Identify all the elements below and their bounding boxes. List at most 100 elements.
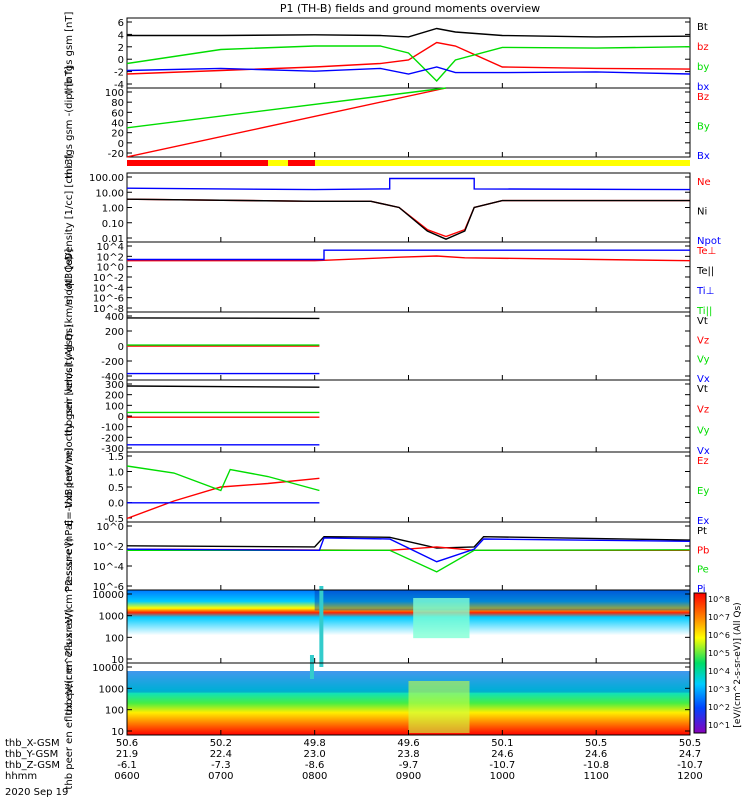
y-tick-label: 100 (105, 88, 124, 99)
y-tick-label: 1.5 (108, 452, 124, 463)
legend-Ti||: Ti|| (696, 306, 712, 317)
colorbar-gradient (693, 592, 707, 734)
heatmap-body (127, 590, 690, 636)
legend-Ti⊥: Ti⊥ (696, 286, 714, 297)
y-tick-label: 10^0 (97, 522, 124, 533)
legend-Vx: Vx (697, 446, 710, 457)
orbit-value: 0900 (396, 771, 421, 782)
y-tick-label: 6 (118, 18, 124, 29)
orbit-value: 49.8 (304, 738, 326, 749)
heatmap-gap (413, 598, 470, 639)
legend-by: by (697, 62, 709, 73)
orbit-value: 50.5 (679, 738, 701, 749)
y-axis-label: E=-VxB [mV/m] (64, 448, 75, 526)
heatmap-gap (408, 681, 470, 733)
y-tick-label: 80 (111, 98, 124, 109)
legend-Vt: Vt (697, 384, 708, 395)
y-axis-label: thb peir en eflux eV/(cm^2-s-sr-eV) (64, 538, 75, 716)
y-tick-label: 10^-2 (93, 542, 124, 553)
orbit-value: 23.0 (304, 749, 326, 760)
y-tick-label: 0 (118, 412, 124, 423)
y-tick-label: -20 (108, 149, 124, 160)
series-Te⊥ (127, 255, 691, 262)
orbit-value: 24.7 (679, 749, 701, 760)
y-tick-label: 60 (111, 108, 124, 119)
y-axis-label: thb fgs gsm -(dip) [nT] (64, 66, 75, 179)
series-Npot (126, 177, 691, 191)
legend-Pt: Pt (697, 526, 707, 537)
status-bar (127, 160, 690, 166)
legend-Vy: Vy (697, 425, 710, 436)
y-tick-label: 1000 (99, 612, 124, 623)
y-tick-label: 20 (111, 129, 124, 140)
y-tick-label: 0.01 (102, 234, 124, 245)
orbit-table: thb_X-GSM 50.6 50.2 49.8 49.6 50.1 50.5 50.5 thb… (5, 738, 703, 782)
y-axis-label: Pressure [nPa] (64, 520, 75, 592)
y-tick-label: 0.5 (108, 483, 124, 494)
y-axis-label: thb peir velocity gsm [km/s] (All Qs) (64, 256, 75, 437)
legend-Ex: Ex (697, 516, 709, 527)
y-tick-label: 0 (118, 342, 124, 353)
panel-frame (126, 241, 691, 313)
legend-Bx: Bx (697, 151, 710, 162)
legend-bz: bz (697, 42, 709, 53)
orbit-value: -10.7 (677, 760, 703, 771)
legend-Pi: Pi (697, 584, 706, 595)
legend-Pb: Pb (697, 545, 709, 556)
orbit-value: 0600 (114, 771, 139, 782)
y-tick-label: 1000 (99, 684, 124, 695)
y-tick-label: -4 (114, 80, 124, 91)
y-tick-label: 10^-8 (93, 304, 124, 315)
orbit-value: 24.6 (585, 749, 607, 760)
series-by (126, 45, 691, 83)
y-tick-label: 4 (118, 30, 124, 41)
orbit-label: thb_Y-GSM (5, 749, 58, 760)
colorbar-label: [eV/(cm^2-s-sr-eV)] (All Qs) (733, 602, 743, 727)
y-tick-label: -100 (101, 423, 124, 434)
series-Bz (126, 87, 447, 158)
colorbar-tick: 10^7 (708, 613, 730, 622)
legend-Vz: Vz (697, 335, 709, 346)
orbit-value: 22.4 (210, 749, 232, 760)
panel-9: 10000 1000 100 10 thb peer en eflux eV/(cm^2… (64, 608, 691, 790)
legend-bx: bx (697, 82, 709, 93)
y-tick-label: -400 (101, 372, 124, 383)
colorbar-tick: 10^3 (708, 685, 730, 694)
y-tick-label: 10^-4 (93, 283, 124, 294)
legend-Vz: Vz (697, 405, 709, 416)
colorbar: 10^8 10^7 10^6 10^5 10^4 10^3 10^2 10^1 [eV/(cm^… (693, 592, 743, 734)
legend-Ey: Ey (697, 486, 709, 497)
panel-4: 400 200 0 -200 -400 thb peir velocity gsm [km… (64, 256, 710, 437)
status-bar-red-2 (288, 160, 315, 166)
orbit-value: 0800 (302, 771, 327, 782)
y-tick-label: 400 (105, 312, 124, 323)
date-label: 2020 Sep 19 (5, 787, 68, 798)
y-tick-label: 10^-6 (93, 294, 124, 305)
panel-8: 10000 1000 100 10 thb peir en eflux eV/(cm^2… (64, 538, 691, 716)
y-tick-label: -0.5 (104, 514, 124, 525)
orbit-value: 24.6 (491, 749, 513, 760)
y-tick-label: 10000 (92, 590, 124, 601)
orbit-value: 23.8 (397, 749, 419, 760)
orbit-value: 50.5 (585, 738, 607, 749)
y-tick-label: 1.00 (102, 204, 124, 215)
chart-title: P1 (TH-B) fields and ground moments over… (280, 2, 540, 15)
orbit-value: -10.7 (489, 760, 515, 771)
orbit-label: thb_X-GSM (5, 738, 60, 749)
y-tick-label: 200 (105, 327, 124, 338)
y-tick-label: 100 (105, 401, 124, 412)
orbit-value: -8.6 (305, 760, 325, 771)
orbit-value: 0700 (208, 771, 233, 782)
panel-7: 10^0 10^-2 10^-4 10^-6 Pressure [nPa] Pt Pb Pe P… (64, 520, 709, 595)
series-Bt (127, 27, 691, 38)
colorbar-tick: 10^4 (708, 667, 730, 676)
orbit-label: hhmm (5, 771, 37, 782)
legend-Te⊥: Te⊥ (696, 246, 716, 257)
series-Ne (126, 198, 690, 238)
y-tick-label: 2 (118, 43, 124, 54)
status-bar-red-1 (127, 160, 268, 166)
y-axis-label: thb peer velocity gsm [km/s] (All Qs) (64, 324, 75, 508)
y-tick-label: 10^-4 (93, 562, 124, 573)
y-tick-label: 100.00 (89, 173, 124, 184)
